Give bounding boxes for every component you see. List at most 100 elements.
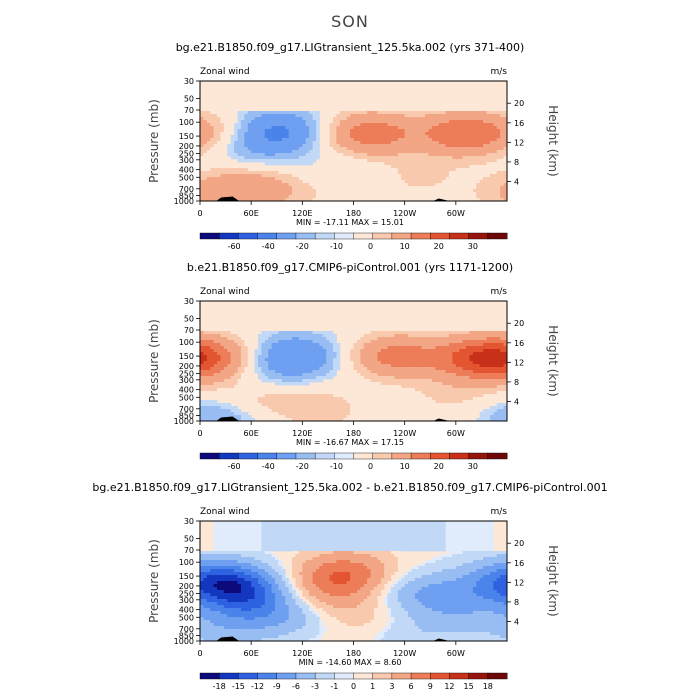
contour-cell	[312, 141, 317, 145]
contour-cell	[377, 379, 382, 383]
contour-cell	[326, 406, 331, 410]
contour-cell	[302, 409, 307, 413]
contour-cell	[360, 394, 365, 398]
contour-cell	[479, 174, 484, 178]
contour-cell	[377, 153, 382, 157]
contour-field	[200, 331, 508, 422]
contour-cell	[363, 340, 368, 344]
contour-cell	[418, 174, 423, 178]
contour-cell	[217, 626, 221, 630]
contour-cell	[329, 406, 334, 410]
contour-cell	[206, 123, 211, 127]
contour-cell	[292, 343, 296, 347]
contour-cell	[414, 159, 419, 163]
contour-cell	[319, 355, 324, 359]
contour-cell	[223, 379, 228, 383]
contour-cell	[240, 120, 245, 124]
contour-cell	[261, 150, 266, 154]
colorbar-label: 10	[400, 242, 410, 251]
contour-cell	[445, 373, 450, 377]
contour-cell	[288, 153, 293, 157]
contour-cell	[489, 331, 494, 335]
contour-cell	[217, 129, 221, 133]
contour-cell	[343, 153, 348, 157]
contour-cell	[391, 117, 395, 121]
contour-cell	[312, 180, 317, 184]
contour-cell	[223, 186, 228, 190]
contour-cell	[339, 415, 344, 419]
contour-cell	[414, 177, 419, 181]
contour-cell	[247, 349, 252, 353]
contour-cell	[469, 117, 474, 121]
contour-cell	[469, 144, 474, 148]
contour-cell	[203, 388, 208, 392]
x-tick-label: 60E	[244, 429, 259, 438]
contour-cell	[449, 159, 453, 163]
contour-cell	[462, 138, 467, 142]
contour-cell	[292, 120, 296, 124]
contour-cell	[230, 135, 235, 139]
contour-cell	[414, 376, 419, 380]
contour-cell	[319, 388, 324, 392]
contour-cell	[217, 599, 221, 603]
contour-cell	[285, 415, 290, 419]
contour-cell	[479, 123, 484, 127]
contour-cell	[298, 391, 303, 395]
contour-cell	[397, 123, 402, 127]
contour-cell	[247, 385, 252, 389]
contour-cell	[404, 174, 409, 178]
contour-cell	[288, 370, 293, 374]
contour-cell	[425, 195, 429, 199]
contour-cell	[240, 346, 245, 350]
contour-cell	[288, 379, 293, 383]
contour-cell	[227, 355, 232, 359]
contour-cell	[206, 177, 211, 181]
colorbar-label: -60	[228, 462, 241, 471]
contour-cell	[476, 156, 481, 160]
contour-cell	[466, 168, 470, 172]
contour-cell	[356, 409, 361, 413]
contour-cell	[295, 150, 300, 154]
p-tick-label: 700	[179, 185, 194, 194]
contour-cell	[459, 171, 464, 175]
contour-cell	[476, 165, 481, 169]
contour-cell	[503, 153, 508, 157]
contour-cell	[213, 364, 218, 368]
contour-cell	[237, 114, 242, 118]
contour-cell	[380, 361, 385, 365]
contour-cell	[271, 406, 276, 410]
contour-cell	[309, 135, 313, 139]
contour-cell	[445, 382, 450, 386]
contour-cell	[264, 186, 269, 190]
contour-cell	[353, 349, 358, 353]
contour-cell	[442, 349, 446, 353]
contour-cell	[397, 334, 402, 338]
contour-cell	[452, 385, 457, 389]
contour-cell	[206, 391, 211, 395]
contour-cell	[449, 337, 453, 341]
contour-cell	[230, 352, 235, 356]
contour-cell	[237, 355, 242, 359]
contour-cell	[288, 114, 293, 118]
contour-cell	[503, 370, 508, 374]
contour-cell	[261, 183, 266, 187]
contour-cell	[438, 144, 443, 148]
p-tick-label: 200	[179, 142, 194, 151]
contour-cell	[418, 192, 423, 196]
contour-cell	[500, 189, 504, 193]
contour-cell	[394, 177, 399, 181]
contour-cell	[370, 126, 375, 130]
contour-cell	[237, 174, 242, 178]
contour-cell	[363, 126, 368, 130]
contour-cell	[240, 153, 245, 157]
contour-cell	[254, 138, 259, 142]
contour-cell	[387, 355, 392, 359]
contour-cell	[261, 406, 266, 410]
contour-cell	[356, 156, 361, 160]
contour-cell	[421, 385, 426, 389]
contour-cell	[370, 355, 375, 359]
contour-cell	[435, 183, 440, 187]
contour-cell	[223, 415, 228, 419]
contour-cell	[200, 632, 204, 636]
contour-cell	[206, 174, 211, 178]
